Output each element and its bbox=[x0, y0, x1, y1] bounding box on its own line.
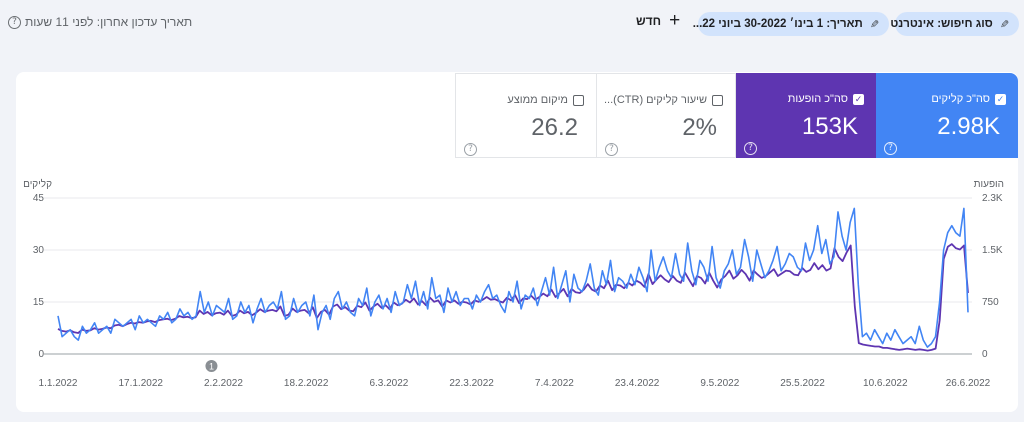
left-tick-label: 30 bbox=[33, 245, 45, 256]
checkbox-checked-icon[interactable]: ✓ bbox=[853, 93, 864, 105]
metric-help[interactable]: ? bbox=[744, 137, 757, 155]
clicks-series-line bbox=[57, 207, 969, 348]
metric-label-row: ✓ סה"כ קליקים bbox=[931, 93, 1006, 105]
metric-help[interactable]: ? bbox=[605, 138, 618, 156]
x-tick-label: 7.4.2022 bbox=[535, 378, 574, 389]
x-tick-label: 23.4.2022 bbox=[615, 378, 660, 389]
metric-label: שיעור קליקים (CTR)... bbox=[603, 94, 707, 106]
annotation-marker[interactable] bbox=[205, 360, 218, 372]
metric-value: 153K bbox=[801, 113, 858, 140]
x-tick-label: 18.2.2022 bbox=[284, 378, 329, 389]
metric-total-impressions[interactable]: ✓ סה"כ הופעות 153K ? bbox=[736, 73, 876, 158]
search-type-filter-chip[interactable]: ✎ סוג חיפוש: אינטרנט bbox=[890, 12, 1019, 36]
help-icon[interactable]: ? bbox=[605, 143, 618, 156]
metric-ctr[interactable]: שיעור קליקים (CTR)... 2% ? bbox=[596, 73, 736, 158]
annotation-label: 1 bbox=[209, 362, 214, 372]
metric-value: 2% bbox=[682, 114, 717, 141]
new-filter-button[interactable]: חדש + bbox=[636, 10, 681, 31]
metric-label: סה"כ הופעות bbox=[787, 93, 848, 105]
x-tick-label: 26.6.2022 bbox=[946, 378, 991, 389]
metric-value: 2.98K bbox=[937, 113, 1000, 140]
metric-label: מיקום ממוצע bbox=[507, 94, 568, 106]
metric-label-row: מיקום ממוצע bbox=[507, 94, 584, 106]
help-icon[interactable]: ? bbox=[464, 143, 477, 156]
right-tick-label: 1.5K bbox=[982, 245, 1003, 256]
metric-value: 26.2 bbox=[531, 114, 578, 141]
x-tick-label: 10.6.2022 bbox=[863, 378, 908, 389]
x-tick-label: 22.3.2022 bbox=[449, 378, 494, 389]
last-updated-text: תאריך עדכון אחרון: לפני 11 שעות bbox=[25, 15, 193, 29]
help-icon[interactable]: ? bbox=[884, 142, 897, 155]
x-tick-label: 1.1.2022 bbox=[39, 378, 78, 389]
left-axis-label: קליקים bbox=[23, 178, 52, 190]
x-tick-label: 9.5.2022 bbox=[700, 378, 739, 389]
metric-help[interactable]: ? bbox=[464, 138, 477, 156]
checkbox-unchecked-icon[interactable] bbox=[712, 94, 723, 106]
x-tick-label: 17.1.2022 bbox=[118, 378, 163, 389]
right-tick-label: 2.3K bbox=[982, 193, 1003, 204]
right-tick-label: 0 bbox=[982, 349, 988, 360]
left-tick-label: 45 bbox=[33, 193, 45, 204]
x-tick-label: 2.2.2022 bbox=[204, 378, 243, 389]
x-tick-label: 25.5.2022 bbox=[780, 378, 825, 389]
x-tick-label: 6.3.2022 bbox=[369, 378, 408, 389]
checkbox-unchecked-icon[interactable] bbox=[573, 94, 584, 106]
right-axis-label: הופעות bbox=[974, 179, 1004, 190]
last-updated: תאריך עדכון אחרון: לפני 11 שעות ? bbox=[8, 15, 192, 29]
metric-label: סה"כ קליקים bbox=[931, 93, 990, 105]
left-tick-label: 15 bbox=[33, 297, 45, 308]
metric-label-row: שיעור קליקים (CTR)... bbox=[604, 94, 723, 106]
metric-label-row: ✓ סה"כ הופעות bbox=[788, 93, 864, 105]
help-icon[interactable]: ? bbox=[8, 15, 21, 29]
right-tick-label: 750 bbox=[982, 297, 999, 308]
date-filter-chip[interactable]: ✎ תאריך: 1 בינו׳ 30-2022 ביוני 22... bbox=[693, 12, 889, 36]
top-bar: תאריך עדכון אחרון: לפני 11 שעות ? חדש + … bbox=[0, 0, 1024, 48]
left-tick-label: 0 bbox=[38, 349, 44, 360]
plus-icon: + bbox=[669, 10, 681, 31]
metric-average-position[interactable]: מיקום ממוצע 26.2 ? bbox=[455, 73, 596, 158]
help-icon[interactable]: ? bbox=[744, 142, 757, 155]
impressions-series-line bbox=[57, 243, 969, 352]
date-filter-label: תאריך: 1 בינו׳ 30-2022 ביוני 22... bbox=[692, 18, 863, 30]
metric-total-clicks[interactable]: ✓ סה"כ קליקים 2.98K ? bbox=[876, 73, 1018, 158]
metric-help[interactable]: ? bbox=[884, 137, 897, 155]
search-type-filter-label: סוג חיפוש: אינטרנט bbox=[890, 18, 993, 30]
new-label: חדש bbox=[636, 14, 662, 28]
checkbox-checked-icon[interactable]: ✓ bbox=[995, 93, 1006, 105]
